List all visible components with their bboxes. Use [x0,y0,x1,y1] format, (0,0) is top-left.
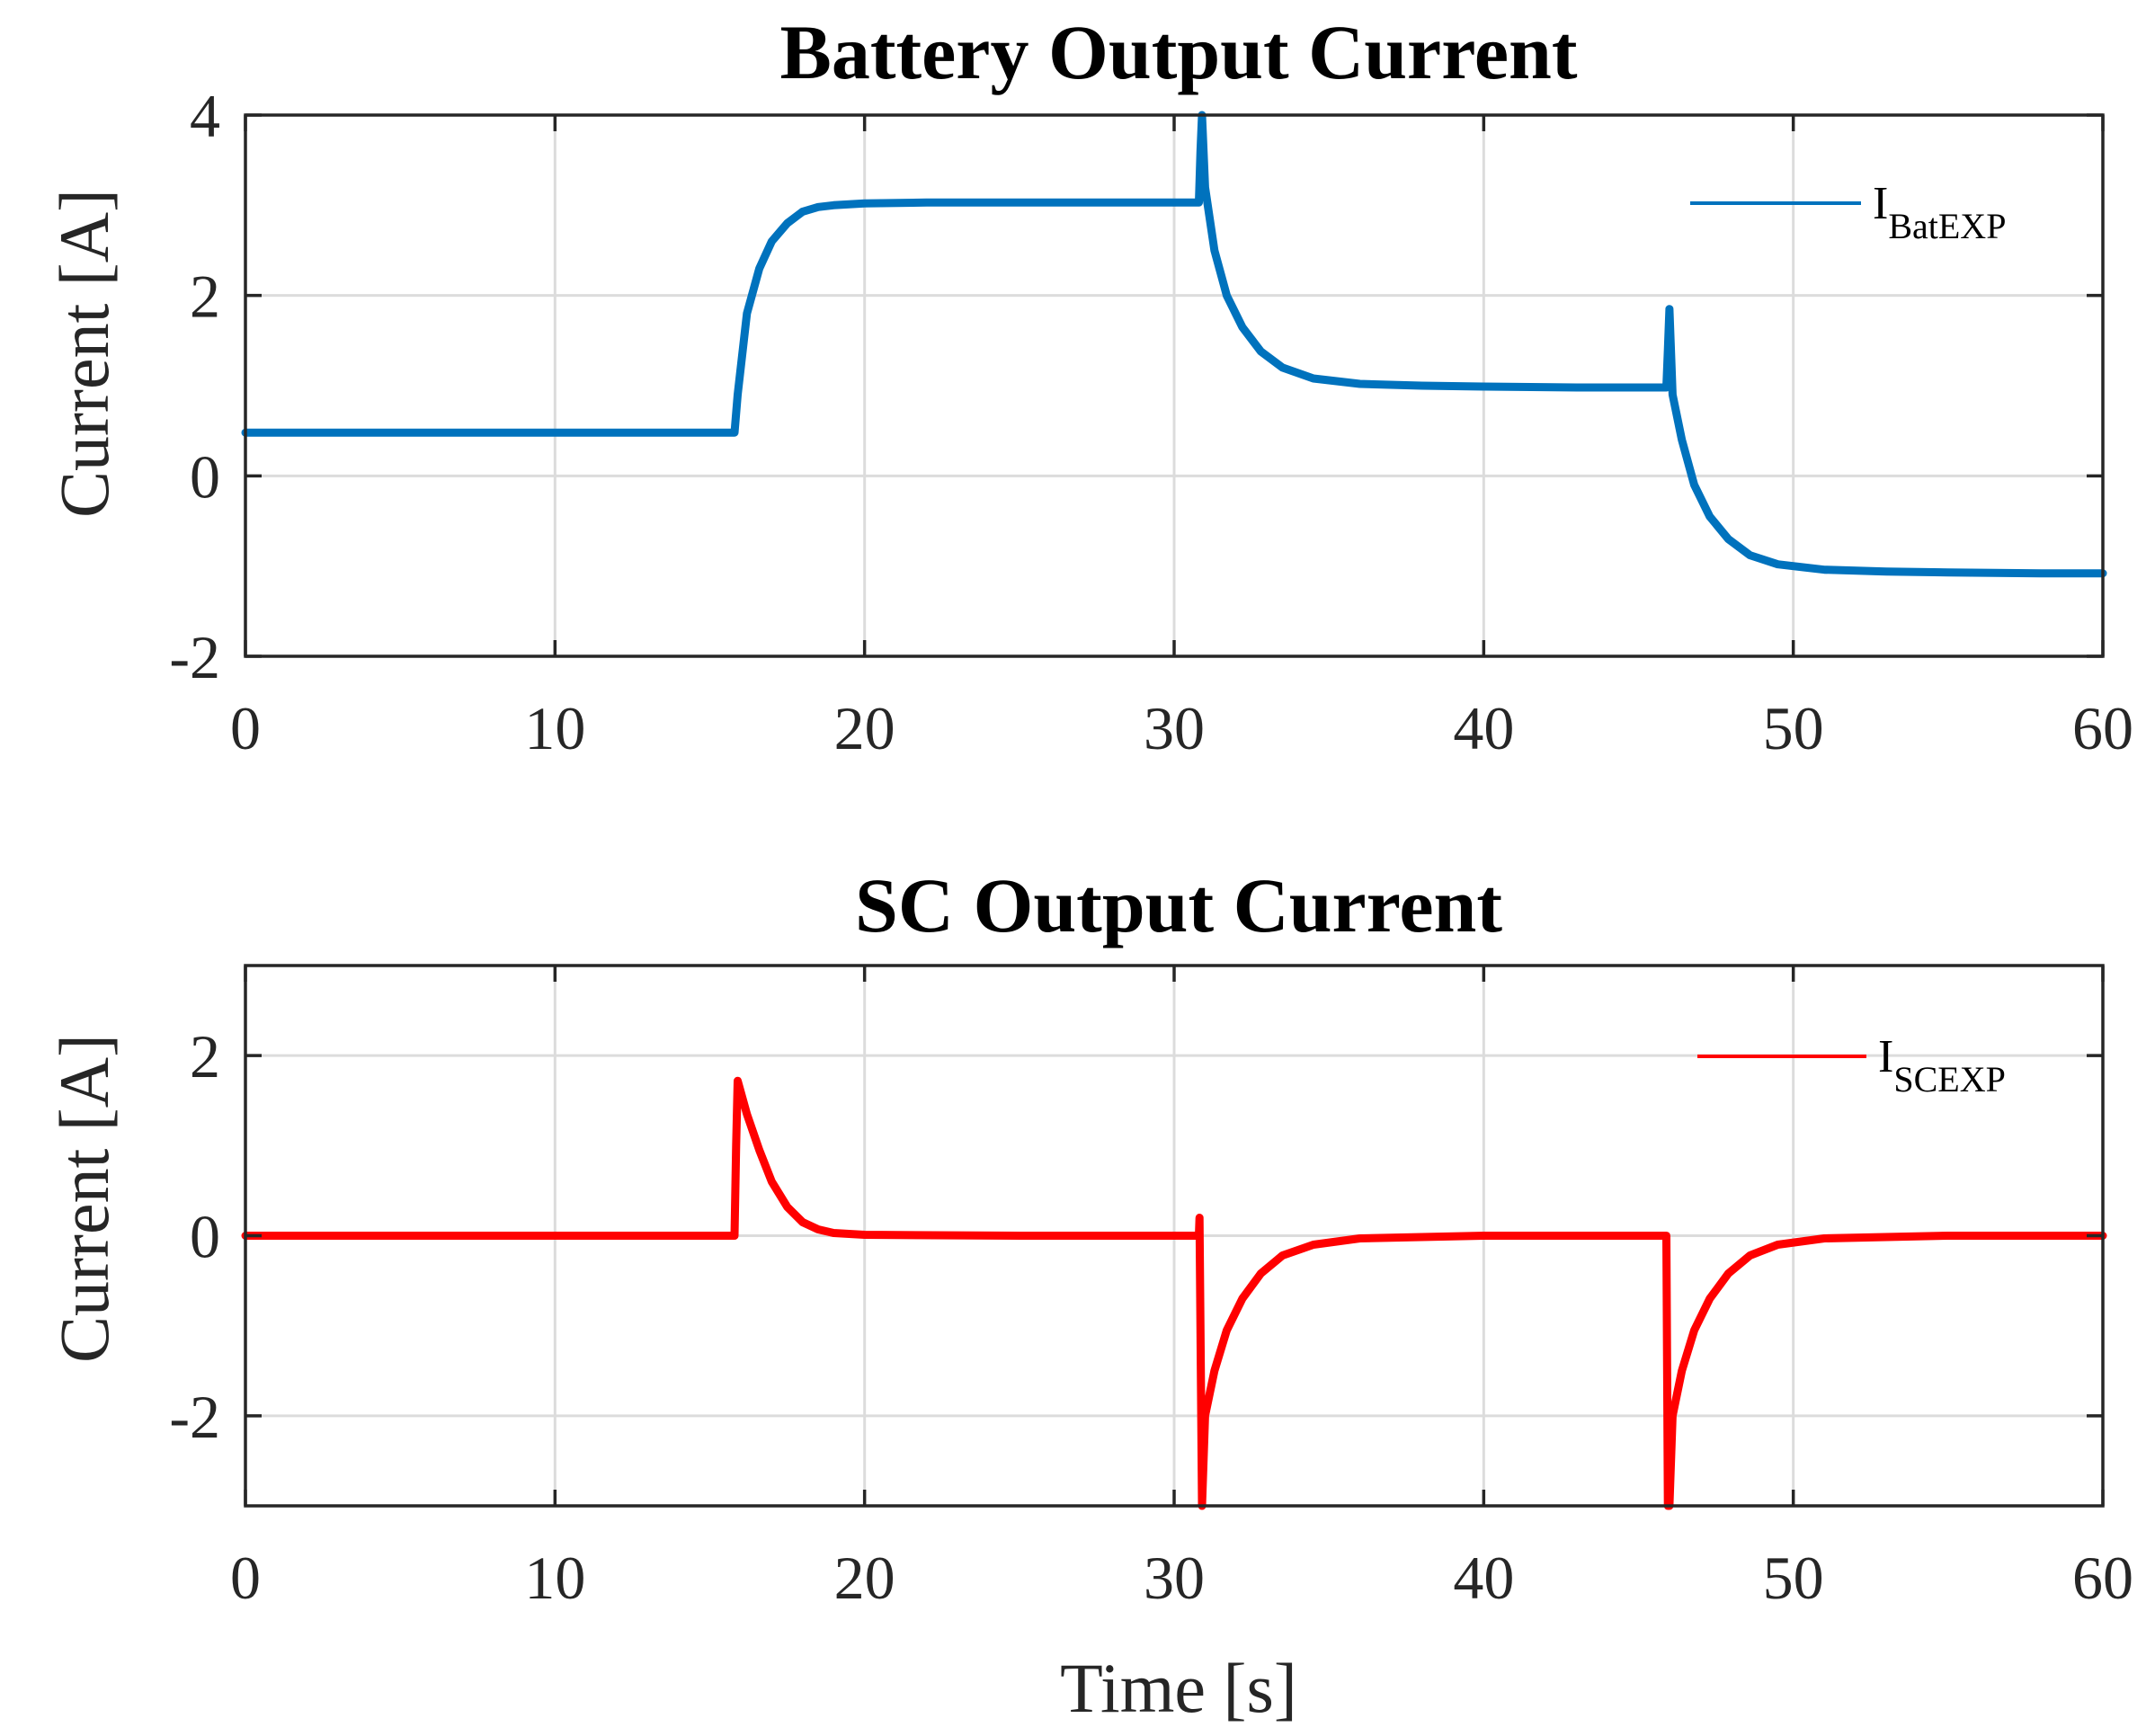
sc-x-tick-label-2: 20 [834,1544,895,1612]
battery-y-tick-label-2: 0 [190,442,220,511]
battery-axis-ticks [244,113,2105,658]
sc-x-tick-label-3: 30 [1144,1544,1205,1612]
sc-legend-main: I [1878,1031,1893,1082]
battery-y-axis-label: Current [A] [45,189,123,518]
sc-x-tick-label-4: 40 [1453,1544,1514,1612]
sc-series-line-0 [241,1076,2107,1510]
battery-x-tick-label-1: 10 [524,694,585,762]
battery-x-tick-label-6: 60 [2072,694,2133,762]
battery-legend: IBatEXP [1690,178,2006,246]
sc-x-tick-label-1: 10 [524,1544,585,1612]
battery-legend-sub: BatEXP [1888,206,2006,246]
battery-x-tick-label-5: 50 [1763,694,1824,762]
sc-series-layer [241,1076,2107,1510]
battery-grid [244,113,2105,658]
battery-legend-main: I [1873,178,1888,229]
sc-x-tick-label-0: 0 [230,1544,261,1612]
battery-x-tick-label-2: 20 [834,694,895,762]
sc-y-tick-label-2: -2 [169,1383,220,1451]
battery-series-layer [241,111,2107,578]
battery-chart-panel: Battery Output Current 0 10 20 30 40 50 60420-… [45,9,2133,762]
sc-chart-title: SC Output Current [855,862,1502,948]
sc-legend-label: ISCEXP [1878,1031,2006,1099]
battery-legend-label: IBatEXP [1873,178,2006,246]
sc-x-axis-label: Time [s] [1060,1649,1297,1727]
battery-x-tick-label-4: 40 [1453,694,1514,762]
sc-legend: ISCEXP [1697,1031,2006,1099]
sc-axis-ticks [244,966,2105,1506]
sc-y-tick-label-0: 2 [190,1022,220,1091]
battery-x-tick-label-3: 30 [1144,694,1205,762]
battery-y-tick-label-1: 2 [190,263,220,331]
sc-y-axis-label: Current [A] [45,1034,123,1363]
battery-x-tick-label-0: 0 [230,694,261,762]
sc-legend-sub: SCEXP [1893,1059,2006,1099]
battery-y-tick-label-0: 4 [190,82,220,150]
battery-series-line-0 [241,111,2107,578]
sc-x-tick-label-5: 50 [1763,1544,1824,1612]
battery-y-tick-label-3: -2 [169,623,220,691]
battery-chart-title: Battery Output Current [779,9,1577,95]
sc-x-tick-label-6: 60 [2072,1544,2133,1612]
sc-y-tick-label-1: 0 [190,1203,220,1271]
